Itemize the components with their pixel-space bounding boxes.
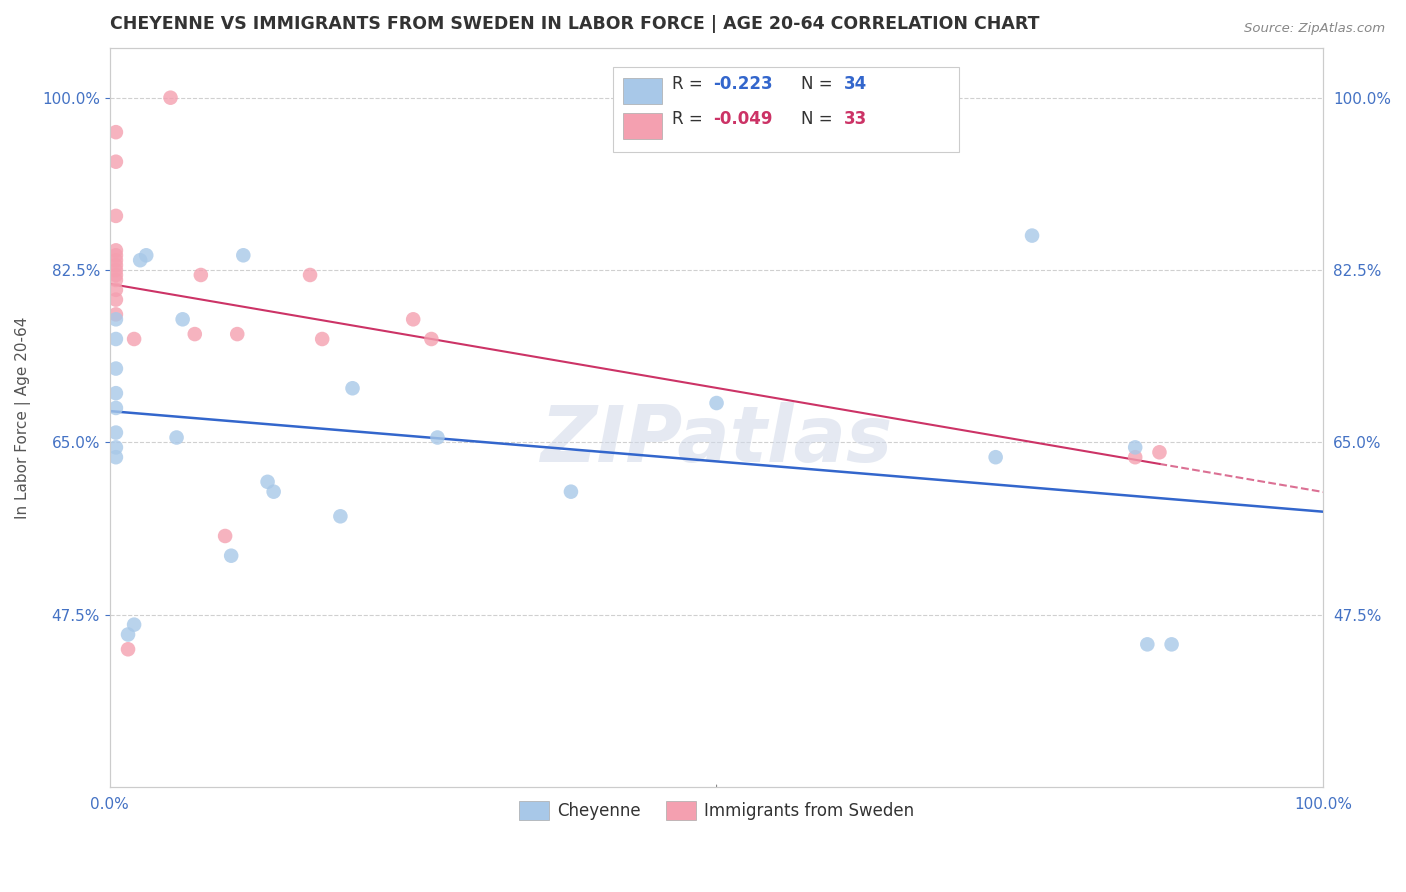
Point — [172, 312, 194, 326]
Point — [104, 450, 127, 465]
Point — [1123, 450, 1146, 465]
Point — [104, 361, 127, 376]
Point — [706, 396, 728, 410]
Legend: Cheyenne, Immigrants from Sweden: Cheyenne, Immigrants from Sweden — [512, 794, 921, 827]
Point — [420, 332, 443, 346]
Text: Source: ZipAtlas.com: Source: ZipAtlas.com — [1244, 22, 1385, 36]
Text: -0.223: -0.223 — [713, 75, 772, 93]
Point — [104, 293, 127, 307]
Point — [329, 509, 352, 524]
Point — [135, 248, 157, 262]
Point — [190, 268, 212, 282]
Text: N =: N = — [801, 110, 838, 128]
Point — [1021, 228, 1043, 243]
Point — [104, 244, 127, 258]
Point — [104, 263, 127, 277]
Text: CHEYENNE VS IMMIGRANTS FROM SWEDEN IN LABOR FORCE | AGE 20-64 CORRELATION CHART: CHEYENNE VS IMMIGRANTS FROM SWEDEN IN LA… — [110, 15, 1039, 33]
Point — [256, 475, 278, 489]
Point — [104, 268, 127, 282]
Point — [426, 430, 449, 444]
Point — [219, 549, 242, 563]
Point — [104, 332, 127, 346]
Point — [184, 327, 207, 342]
Point — [104, 248, 127, 262]
Point — [226, 327, 249, 342]
Point — [1149, 445, 1171, 459]
FancyBboxPatch shape — [623, 112, 662, 138]
Text: 34: 34 — [844, 75, 868, 93]
Point — [104, 386, 127, 401]
Point — [1160, 637, 1182, 651]
Point — [117, 627, 139, 641]
Point — [104, 401, 127, 415]
Point — [214, 529, 236, 543]
Point — [104, 425, 127, 440]
Point — [402, 312, 425, 326]
Point — [560, 484, 582, 499]
Point — [342, 381, 364, 395]
Y-axis label: In Labor Force | Age 20-64: In Labor Force | Age 20-64 — [15, 317, 31, 519]
Point — [311, 332, 333, 346]
Point — [104, 253, 127, 268]
Text: R =: R = — [672, 75, 707, 93]
Point — [129, 253, 152, 268]
Point — [166, 430, 188, 444]
FancyBboxPatch shape — [623, 78, 662, 103]
Point — [104, 312, 127, 326]
Text: N =: N = — [801, 75, 838, 93]
Point — [122, 332, 145, 346]
Point — [104, 273, 127, 287]
Text: R =: R = — [672, 110, 707, 128]
Text: 33: 33 — [844, 110, 868, 128]
Point — [263, 484, 285, 499]
Point — [104, 283, 127, 297]
Point — [159, 91, 181, 105]
Point — [1123, 441, 1146, 455]
Point — [117, 642, 139, 657]
Point — [104, 441, 127, 455]
Point — [122, 617, 145, 632]
Point — [104, 154, 127, 169]
Text: ZIPatlas: ZIPatlas — [540, 402, 893, 478]
Point — [104, 209, 127, 223]
Point — [104, 125, 127, 139]
Point — [104, 307, 127, 321]
FancyBboxPatch shape — [613, 67, 959, 152]
Point — [232, 248, 254, 262]
Text: -0.049: -0.049 — [713, 110, 772, 128]
Point — [299, 268, 322, 282]
Point — [104, 258, 127, 272]
Point — [1136, 637, 1159, 651]
Point — [984, 450, 1007, 465]
